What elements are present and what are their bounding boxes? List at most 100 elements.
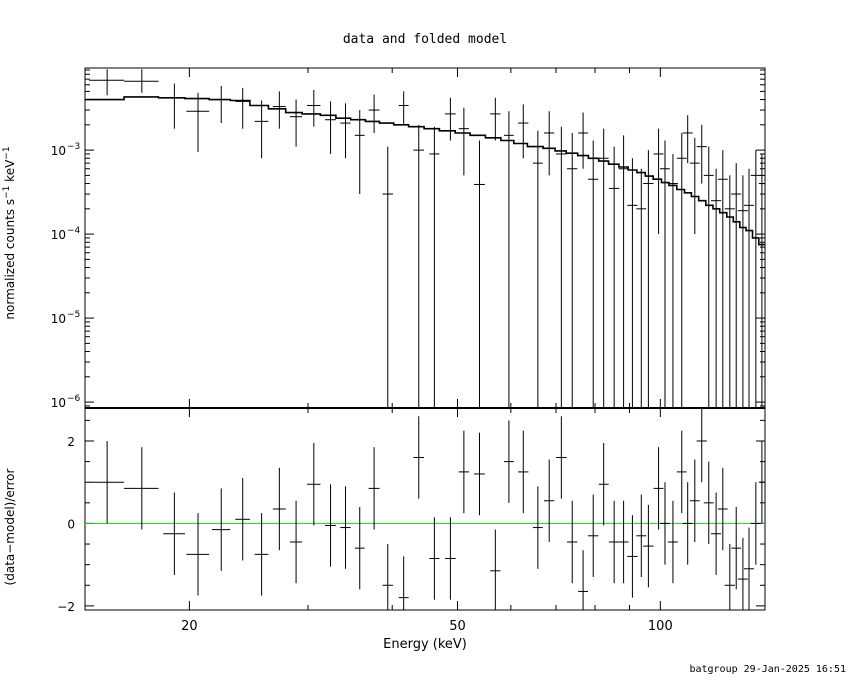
residual-point	[89, 440, 125, 524]
residual-point	[731, 506, 742, 590]
data-point	[737, 175, 748, 408]
data-point	[235, 87, 250, 129]
residual-point	[458, 430, 469, 514]
data-point	[653, 128, 664, 235]
data-point	[608, 146, 620, 408]
data-point	[682, 115, 693, 164]
residual-point	[354, 506, 365, 590]
data-point	[588, 140, 599, 408]
residual-point	[307, 443, 321, 526]
y-tick-label: 2	[67, 435, 75, 449]
residual-point	[598, 443, 609, 526]
data-point	[354, 110, 365, 195]
data-point	[567, 132, 578, 408]
data-point	[758, 153, 765, 408]
residual-point	[544, 459, 555, 542]
residual-point	[724, 544, 735, 610]
data-point	[627, 158, 638, 408]
residual-point	[588, 494, 599, 578]
data-point	[272, 91, 286, 129]
data-point	[289, 99, 303, 147]
residual-point	[474, 432, 485, 516]
residual-point	[653, 447, 664, 530]
data-point	[474, 140, 485, 408]
top-y-axis-label: normalized counts s−1 keV−1	[2, 146, 17, 319]
x-axis-label: Energy (keV)	[383, 637, 467, 652]
data-point	[429, 126, 440, 408]
residual-point	[608, 500, 620, 584]
residual-point	[503, 420, 514, 503]
top-panel: 10−310−410−510−6	[51, 67, 766, 610]
data-point	[676, 132, 687, 408]
y-tick-label: 10	[51, 144, 66, 158]
x-tick-label: 20	[181, 619, 198, 634]
residual-point	[578, 550, 589, 610]
residual-point	[636, 494, 647, 578]
data-point	[382, 146, 393, 408]
y-tick-exponent: −3	[67, 142, 80, 152]
data-point	[618, 135, 629, 408]
residual-point	[717, 467, 728, 551]
data-point	[555, 126, 567, 408]
data-point	[340, 103, 351, 159]
x-tick-label: 50	[449, 619, 466, 634]
residual-point	[689, 459, 700, 542]
y-tick-label: 0	[67, 517, 75, 531]
data-point	[458, 107, 469, 176]
data-point	[643, 150, 654, 408]
residual-point	[682, 482, 693, 565]
data-point	[254, 100, 269, 159]
residual-point	[744, 527, 754, 610]
residual-point	[710, 492, 722, 575]
data-point	[696, 124, 707, 184]
residual-point	[163, 492, 185, 575]
data-point	[368, 94, 380, 133]
residual-point	[398, 556, 409, 610]
residual-point	[555, 416, 567, 499]
residual-point	[696, 408, 707, 483]
data-point	[163, 83, 185, 129]
data-point	[89, 69, 125, 96]
data-point	[186, 92, 210, 152]
bottom-panel: 20−220 50 100	[57, 68, 766, 634]
data-point	[703, 146, 714, 408]
data-point	[503, 111, 514, 408]
data-point	[578, 112, 589, 169]
bottom-y-axis-label: (data−model)/error	[3, 468, 17, 585]
data-point	[750, 150, 761, 408]
data-point	[544, 111, 555, 176]
footer-timestamp: batgroup 29-Jan-2025 16:51	[689, 664, 846, 675]
residual-point	[325, 484, 336, 567]
y-tick-exponent: −6	[67, 394, 81, 404]
data-point	[717, 150, 728, 408]
residual-point	[272, 467, 286, 551]
residual-point	[703, 461, 714, 545]
residual-point	[124, 447, 159, 530]
residual-point	[618, 500, 629, 584]
data-point	[307, 89, 321, 127]
data-point	[398, 91, 409, 125]
data-point	[636, 168, 647, 408]
residual-point	[490, 529, 501, 610]
residual-point	[758, 440, 765, 524]
residual-point	[643, 504, 654, 588]
y-tick-label: 10	[51, 228, 66, 242]
data-point	[124, 69, 159, 93]
data-point	[744, 168, 754, 408]
chart-title: data and folded model	[343, 32, 507, 47]
data-point	[724, 175, 735, 408]
residual-point	[532, 486, 543, 569]
data-point	[731, 163, 742, 408]
x-tick-label: 100	[648, 619, 673, 634]
data-point	[325, 101, 336, 154]
residual-point	[750, 482, 761, 565]
y-tick-label: 10	[51, 312, 66, 326]
residual-point	[627, 515, 638, 598]
residual-point	[235, 478, 250, 561]
model-step-curve	[85, 96, 765, 246]
residual-point	[289, 500, 303, 584]
data-point	[532, 130, 543, 408]
residual-point	[444, 517, 456, 600]
residual-point	[186, 513, 210, 596]
